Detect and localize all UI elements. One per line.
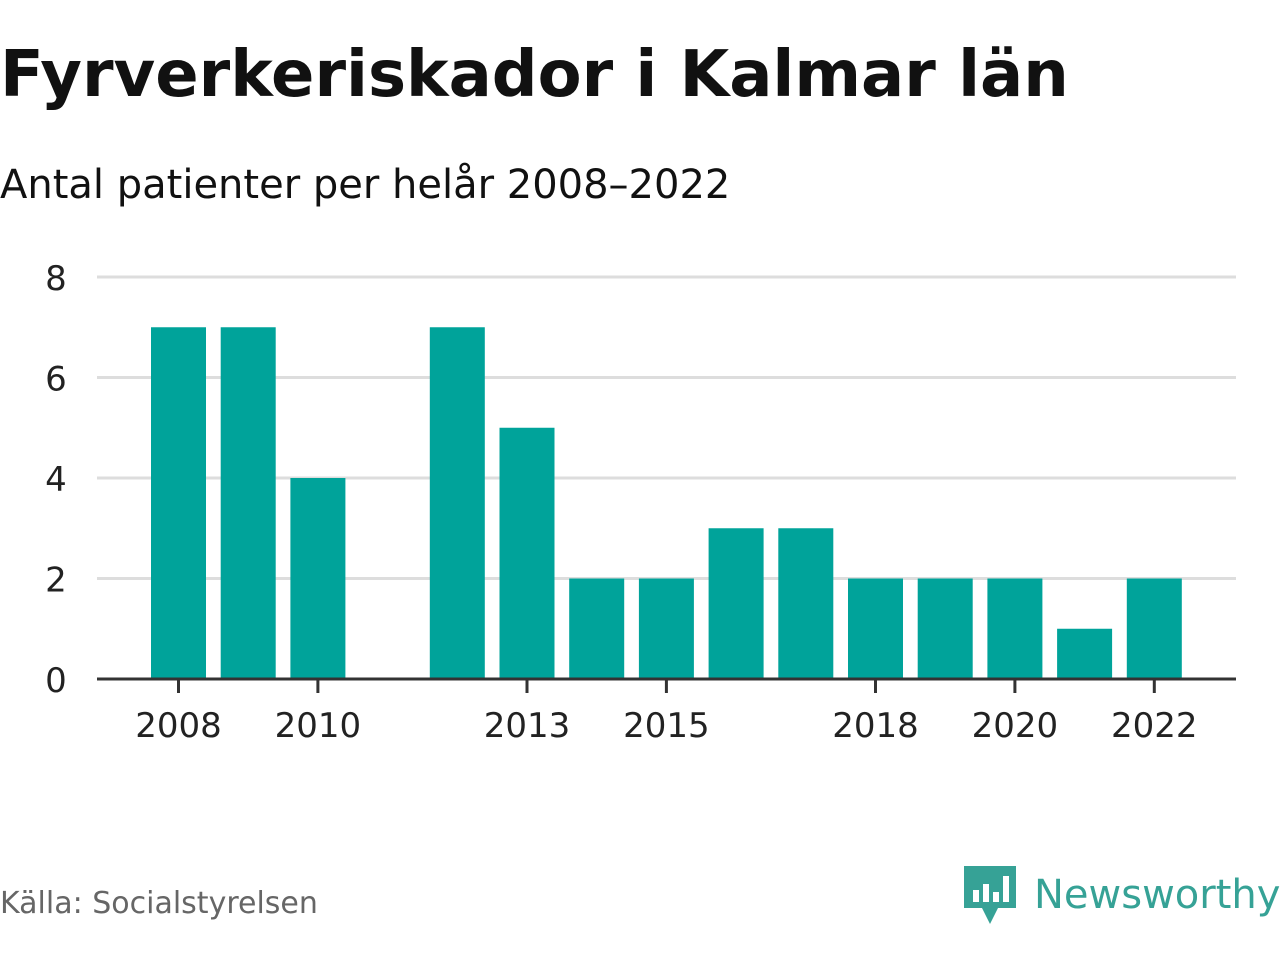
y-tick-label: 6 (45, 360, 67, 400)
bar-2020 (987, 578, 1043, 679)
bar-2012 (429, 327, 485, 679)
bar-2016 (708, 528, 764, 679)
bar-chart: 0 2 4 6 8 2008 2010 2013 2015 2018 2020 2022 (45, 259, 1236, 746)
bar-2008 (151, 327, 206, 679)
x-tick-label: 2015 (623, 706, 710, 746)
bar-2018 (848, 578, 903, 679)
y-tick-label: 2 (45, 561, 67, 601)
newsworthy-logo-icon (964, 866, 1016, 924)
x-tick-label: 2008 (135, 706, 222, 746)
x-tick-label: 2020 (972, 706, 1059, 746)
x-tick-label: 2013 (484, 706, 571, 746)
source-note: Källa: Socialstyrelsen (0, 886, 318, 921)
bar-2017 (778, 528, 834, 679)
brand-logo: Newsworthy (964, 864, 1280, 926)
bar-2009 (220, 327, 276, 679)
bar-2021 (1057, 628, 1113, 679)
bar-2014 (569, 578, 625, 679)
y-tick-label: 4 (45, 460, 67, 500)
chart-title: Fyrverkeriskador i Kalmar län (0, 38, 1069, 112)
x-tick-label: 2010 (275, 706, 362, 746)
chart-subtitle: Antal patienter per helår 2008–2022 (0, 162, 731, 208)
y-tick-label: 0 (45, 661, 67, 701)
bar-2013 (499, 427, 555, 679)
bar-2019 (917, 578, 973, 679)
x-tick-label: 2018 (832, 706, 919, 746)
x-tick-label: 2022 (1111, 706, 1198, 746)
brand-name: Newsworthy (1034, 872, 1280, 918)
bar-2022 (1126, 578, 1182, 679)
bar-2010 (290, 478, 346, 679)
bar-2015 (638, 578, 694, 679)
y-tick-label: 8 (45, 259, 67, 299)
